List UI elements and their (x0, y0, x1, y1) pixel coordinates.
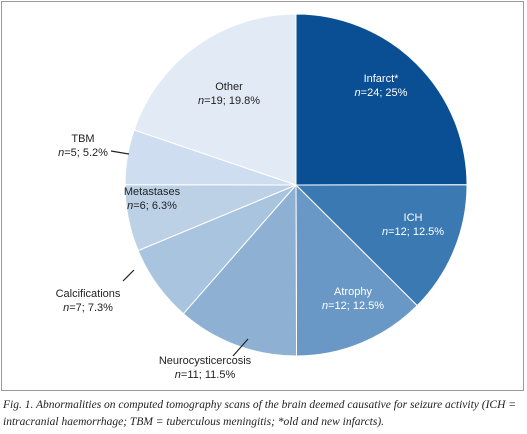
slice-value-infarct: n=24; 25% (355, 87, 408, 99)
pie-slice-neurocysticercosis (182, 183, 298, 357)
slice-label-atrophy: Atrophy (334, 286, 372, 298)
leader-line-neurocysticercosis (232, 338, 249, 357)
chart-frame: Infarct* n=24; 25% ICH n=12; 12.5% Atrophy n=… (1, 1, 524, 391)
pie-slice-atrophy (295, 183, 418, 357)
pie-slice-infarct (295, 13, 468, 186)
slice-value-neurocysticercosis: n=11; 11.5% (175, 369, 236, 381)
figure-caption: Fig. 1. Abnormalities on computed tomogr… (3, 399, 517, 428)
slice-value-metastases: n=6; 6.3% (127, 200, 177, 212)
pie-slice-other (133, 13, 297, 186)
leader-line-calcifications (122, 269, 135, 282)
slice-label-calcifications: Calcifications (56, 288, 121, 300)
slice-value-calcifications: n=7; 7.3% (63, 302, 113, 314)
pie-chart: Infarct* n=24; 25% ICH n=12; 12.5% Atrophy n=… (56, 13, 468, 381)
leader-line-tbm (110, 150, 130, 155)
pie-slice-ich (294, 184, 468, 307)
slice-label-neurocysticercosis: Neurocysticercosis (159, 355, 252, 367)
slice-value-other: n=19; 19.8% (198, 95, 260, 107)
slice-label-tbm: TBM (71, 133, 94, 145)
slice-value-atrophy: n=12; 12.5% (322, 300, 384, 312)
slice-value-tbm: n=5; 5.2% (58, 147, 108, 159)
slice-label-other: Other (215, 81, 243, 93)
slice-label-metastases: Metastases (124, 186, 181, 198)
slice-label-ich: ICH (404, 212, 423, 224)
slice-label-infarct: Infarct* (364, 73, 400, 85)
slice-value-ich: n=12; 12.5% (382, 226, 444, 238)
